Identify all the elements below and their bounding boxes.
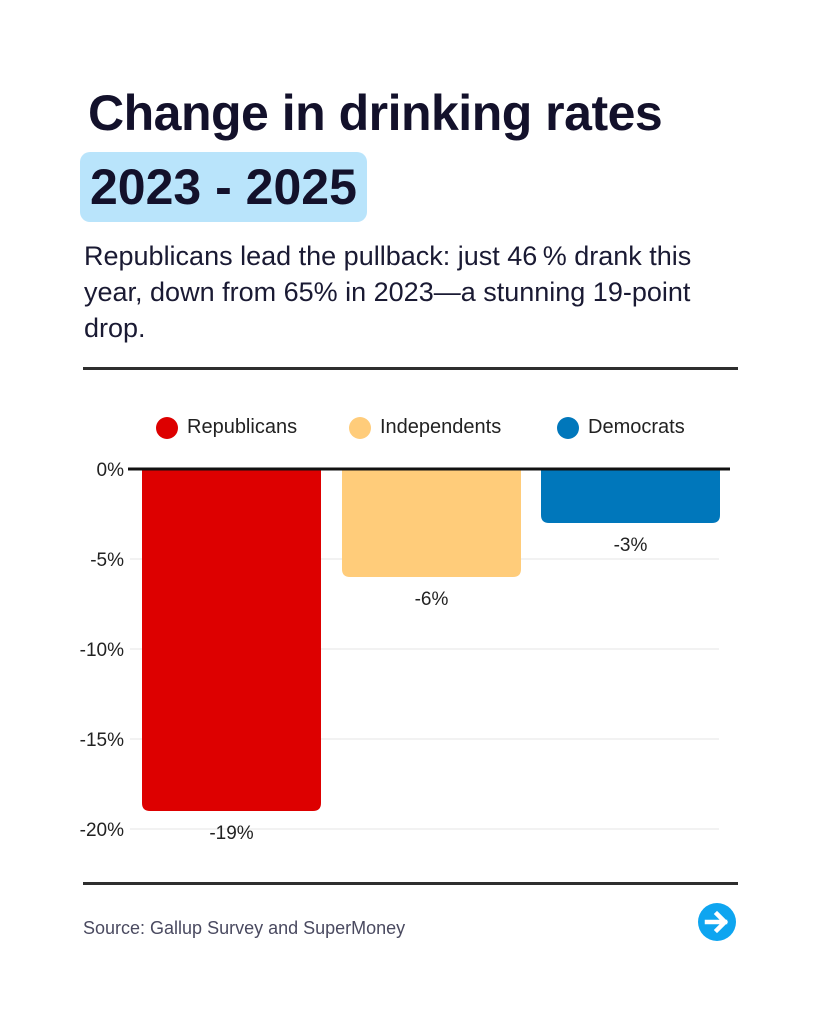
data-label: -19% — [209, 823, 253, 844]
arrow-right-circle-icon[interactable] — [698, 903, 736, 941]
legend-label: Democrats — [588, 416, 685, 438]
bar-independents — [342, 469, 521, 577]
legend-label: Independents — [380, 416, 501, 438]
legend-marker — [156, 417, 178, 439]
legend-marker — [557, 417, 579, 439]
bar-democrats — [541, 469, 720, 523]
data-label: -6% — [415, 589, 449, 610]
year-range-badge: 2023 - 2025 — [80, 152, 367, 222]
y-tick-label: -10% — [80, 640, 124, 661]
bottom-divider — [83, 882, 738, 885]
bar-chart: 0% -5% -10% -15% -20% -19% -6% -3% Republicans In… — [80, 416, 730, 844]
y-tick-label: -20% — [80, 820, 124, 841]
data-label: -3% — [614, 535, 648, 556]
subtitle: Republicans lead the pullback: just 46 %… — [84, 241, 692, 343]
y-tick-label: 0% — [97, 460, 125, 481]
legend-label: Republicans — [187, 416, 297, 438]
top-divider — [83, 367, 738, 370]
y-tick-label: -5% — [90, 550, 124, 571]
source-note: Source: Gallup Survey and SuperMoney — [83, 918, 406, 938]
bar-republicans — [142, 469, 321, 811]
y-tick-label: -15% — [80, 730, 124, 751]
page-title: Change in drinking rates — [88, 85, 663, 141]
legend-marker — [349, 417, 371, 439]
